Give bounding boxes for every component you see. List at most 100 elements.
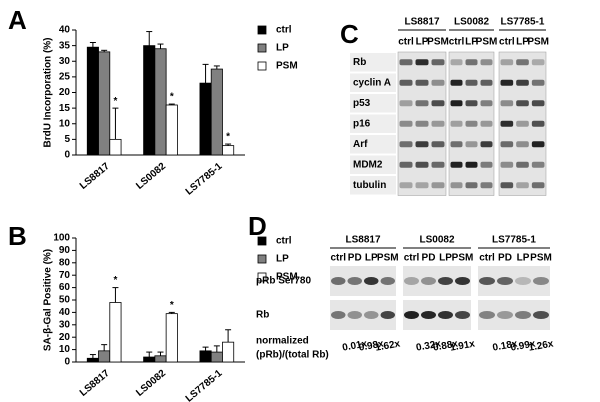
y-tick-label: 40 — [59, 25, 71, 36]
error-bar — [146, 31, 153, 46]
y-tick-label: 40 — [59, 307, 71, 318]
band — [415, 141, 429, 148]
group-label: LS7785-1 — [492, 235, 536, 246]
y-tick-label: 50 — [59, 295, 71, 306]
bar — [86, 46, 99, 156]
bar — [143, 356, 156, 363]
ratio-caption: (pRb)/(total Rb) — [256, 350, 329, 361]
band — [431, 100, 445, 107]
bar — [98, 51, 111, 156]
band — [431, 182, 445, 189]
band — [531, 120, 545, 127]
error-bar — [225, 143, 232, 146]
band — [516, 59, 529, 66]
legend-label: LP — [276, 254, 289, 265]
error-bar — [101, 344, 108, 351]
row-label: p16 — [353, 118, 371, 129]
y-tick-label: 0 — [64, 150, 70, 161]
error-bar — [213, 65, 220, 70]
bar — [199, 350, 212, 363]
lane-label: LP — [465, 37, 478, 48]
band — [450, 100, 463, 107]
error-bar — [202, 63, 209, 84]
row-label-bg — [350, 135, 396, 154]
band — [399, 120, 413, 127]
band — [500, 100, 514, 107]
blot-bg — [397, 51, 447, 196]
legend-swatch — [257, 25, 267, 35]
lane-label: ctrl — [479, 253, 495, 264]
y-tick-label: 25 — [59, 72, 71, 83]
ratio-label: 0.32x — [415, 338, 442, 353]
x-tick-label: LS7785-1 — [184, 368, 225, 402]
bar — [143, 45, 156, 156]
band — [431, 161, 445, 168]
lane-label: PD — [422, 253, 436, 264]
band — [480, 79, 493, 86]
band — [531, 79, 545, 86]
ratio-label: 1.26x — [528, 338, 555, 353]
lane-label: ctrl — [330, 253, 346, 264]
row-label: Rb — [353, 57, 366, 68]
band — [480, 161, 493, 168]
bar — [109, 138, 122, 156]
ratio-label: 0.98x — [358, 338, 385, 353]
band — [465, 182, 478, 189]
lane-label: PD — [348, 253, 362, 264]
band — [480, 182, 493, 189]
row-label: Rb — [256, 310, 269, 321]
lane-label: PSM — [452, 253, 474, 264]
lane-label: LP — [516, 37, 529, 48]
y-axis-label: SA-β-Gal Positive (%) — [43, 249, 54, 351]
band — [516, 120, 529, 127]
ratio-label: 1.91x — [449, 338, 476, 353]
significance-mark: * — [113, 96, 117, 107]
y-tick-label: 10 — [59, 344, 71, 355]
lane-label: PSM — [476, 37, 498, 48]
band — [479, 311, 495, 319]
y-tick-label: 30 — [59, 319, 71, 330]
y-tick-label: 35 — [59, 40, 71, 51]
lane-label: PSM — [427, 37, 449, 48]
bar — [109, 302, 122, 363]
band — [480, 141, 493, 148]
y-tick-label: 0 — [64, 357, 70, 368]
x-tick-label: LS8817 — [78, 161, 112, 192]
band — [331, 311, 346, 319]
y-tick-label: 70 — [59, 270, 71, 281]
legend-swatch — [257, 43, 267, 53]
band — [465, 100, 478, 107]
y-tick-label: 100 — [53, 233, 70, 244]
band — [399, 79, 413, 86]
error-bar — [89, 354, 96, 359]
significance-mark: * — [170, 92, 174, 103]
y-tick-label: 5 — [64, 134, 70, 145]
y-tick-label: 10 — [59, 118, 71, 129]
band — [465, 141, 478, 148]
band — [465, 161, 478, 168]
band — [516, 79, 529, 86]
legend-label: PSM — [276, 61, 298, 72]
band — [497, 277, 513, 285]
band — [399, 161, 413, 168]
band — [399, 141, 413, 148]
legend-label: ctrl — [276, 25, 292, 36]
band — [516, 182, 529, 189]
band — [415, 161, 429, 168]
band — [450, 59, 463, 66]
band — [500, 79, 514, 86]
band — [421, 277, 436, 285]
band — [438, 311, 453, 319]
legend-swatch — [257, 61, 267, 71]
band — [465, 79, 478, 86]
band — [380, 311, 395, 319]
band — [347, 277, 362, 285]
y-tick-label: 15 — [59, 103, 71, 114]
band — [455, 311, 470, 319]
band — [479, 277, 495, 285]
band — [531, 161, 545, 168]
error-bar — [112, 107, 119, 140]
significance-mark: * — [226, 132, 230, 143]
error-bar — [168, 311, 175, 314]
group-label: LS8817 — [345, 235, 380, 246]
